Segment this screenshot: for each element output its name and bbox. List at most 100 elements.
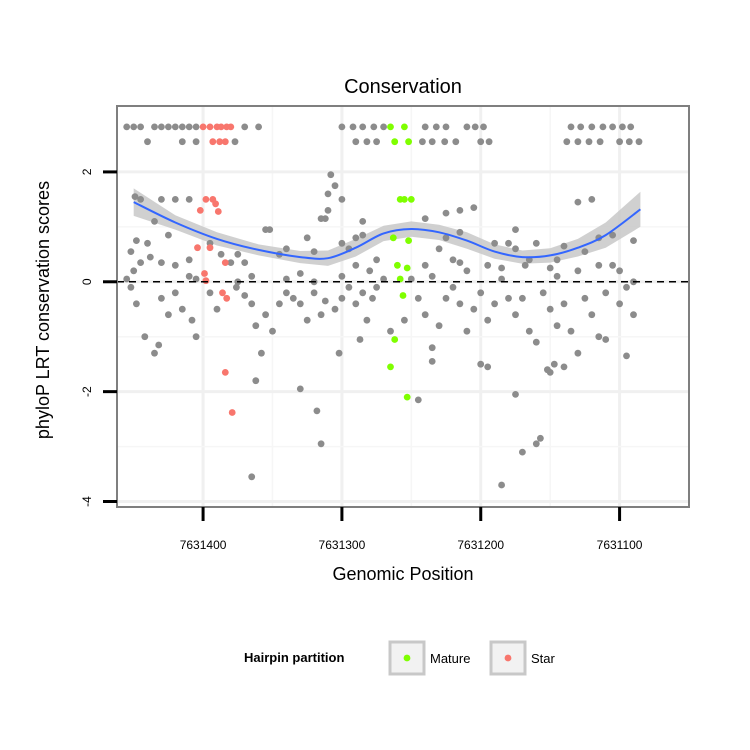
data-point-other — [185, 272, 193, 280]
data-point-other — [625, 138, 633, 146]
data-point-other — [380, 275, 387, 283]
data-point-other — [217, 250, 225, 258]
plot-frame — [116, 105, 690, 508]
data-point-star — [221, 369, 229, 376]
data-point-other — [421, 261, 429, 269]
data-point-other — [234, 250, 242, 258]
data-point-other — [327, 171, 335, 179]
data-point-other — [470, 204, 478, 212]
legend-label-star: Star — [531, 651, 556, 666]
data-point-other — [588, 123, 596, 131]
data-point-other — [369, 294, 376, 302]
data-point-other — [127, 283, 135, 291]
data-point-other — [421, 123, 429, 131]
y-axis-title: phyloP LRT conservation scores — [33, 181, 53, 439]
data-point-other — [363, 138, 371, 146]
data-point-other — [477, 138, 485, 146]
data-point-other — [463, 123, 471, 131]
data-point-other — [539, 289, 547, 297]
data-point-other — [178, 123, 186, 131]
data-point-other — [560, 242, 568, 250]
y-tick-label: 2 — [80, 168, 94, 175]
data-point-mature — [391, 336, 399, 343]
data-point-other — [546, 305, 554, 313]
data-point-other — [435, 322, 443, 330]
data-point-mature — [403, 264, 411, 272]
data-point-other — [127, 248, 135, 256]
x-axis-title: Genomic Position — [332, 564, 473, 584]
data-point-other — [321, 215, 329, 223]
data-point-other — [171, 261, 179, 269]
data-point-other — [414, 294, 422, 302]
data-point-other — [158, 294, 165, 302]
data-point-other — [428, 344, 436, 352]
data-point-mature — [401, 123, 408, 131]
data-point-other — [470, 305, 478, 313]
data-point-other — [616, 138, 623, 146]
data-point-other — [574, 267, 582, 275]
data-point-other — [144, 239, 151, 247]
data-point-other — [192, 123, 200, 131]
data-point-star — [216, 138, 224, 146]
data-point-other — [283, 245, 290, 253]
data-point-other — [188, 316, 196, 324]
data-point-other — [574, 198, 582, 206]
data-point-other — [421, 215, 429, 223]
data-point-other — [133, 237, 140, 245]
data-point-mature — [394, 261, 401, 269]
data-point-other — [484, 363, 492, 371]
y-tick-label: -4 — [80, 496, 94, 507]
data-point-other — [585, 138, 593, 146]
data-point-other — [338, 294, 346, 302]
data-point-other — [525, 327, 533, 335]
data-point-star — [201, 270, 208, 277]
data-point-other — [366, 267, 374, 275]
data-point-star — [206, 123, 214, 131]
data-point-other — [456, 228, 464, 236]
data-point-other — [567, 327, 575, 335]
data-point-other — [296, 270, 304, 277]
data-point-other — [581, 248, 589, 256]
data-point-other — [588, 311, 596, 319]
data-point-other — [131, 193, 139, 201]
data-point-other — [171, 123, 179, 131]
data-point-other — [480, 123, 487, 131]
data-point-other — [130, 123, 138, 131]
data-point-other — [123, 123, 131, 131]
data-point-other — [283, 289, 290, 297]
data-point-other — [363, 316, 371, 324]
data-point-other — [512, 245, 519, 253]
data-point-other — [373, 283, 380, 291]
data-point-other — [602, 289, 610, 297]
data-point-other — [546, 369, 554, 376]
data-point-mature — [387, 363, 394, 371]
data-point-other — [623, 283, 630, 291]
data-point-other — [123, 275, 131, 283]
data-point-other — [435, 245, 443, 253]
legend-title: Hairpin partition — [244, 650, 344, 665]
data-point-other — [484, 316, 492, 324]
data-point-mature — [407, 196, 415, 203]
data-point-other — [338, 123, 346, 131]
data-point-other — [521, 261, 529, 269]
data-point-other — [442, 234, 450, 242]
smooth-line — [133, 201, 641, 260]
data-point-other — [206, 289, 214, 297]
data-point-star — [212, 200, 220, 208]
data-point-other — [449, 283, 457, 291]
data-point-other — [616, 267, 623, 275]
data-point-other — [512, 391, 519, 398]
data-point-star — [199, 123, 207, 131]
data-point-other — [338, 196, 346, 203]
data-point-other — [171, 196, 179, 203]
data-point-star — [196, 207, 204, 214]
data-point-other — [345, 283, 353, 291]
data-point-star — [217, 123, 225, 131]
data-point-other — [491, 300, 498, 308]
data-point-other — [602, 336, 610, 343]
data-point-other — [227, 259, 235, 266]
data-point-other — [588, 196, 596, 203]
data-point-other — [512, 226, 519, 234]
data-point-other — [352, 138, 360, 146]
